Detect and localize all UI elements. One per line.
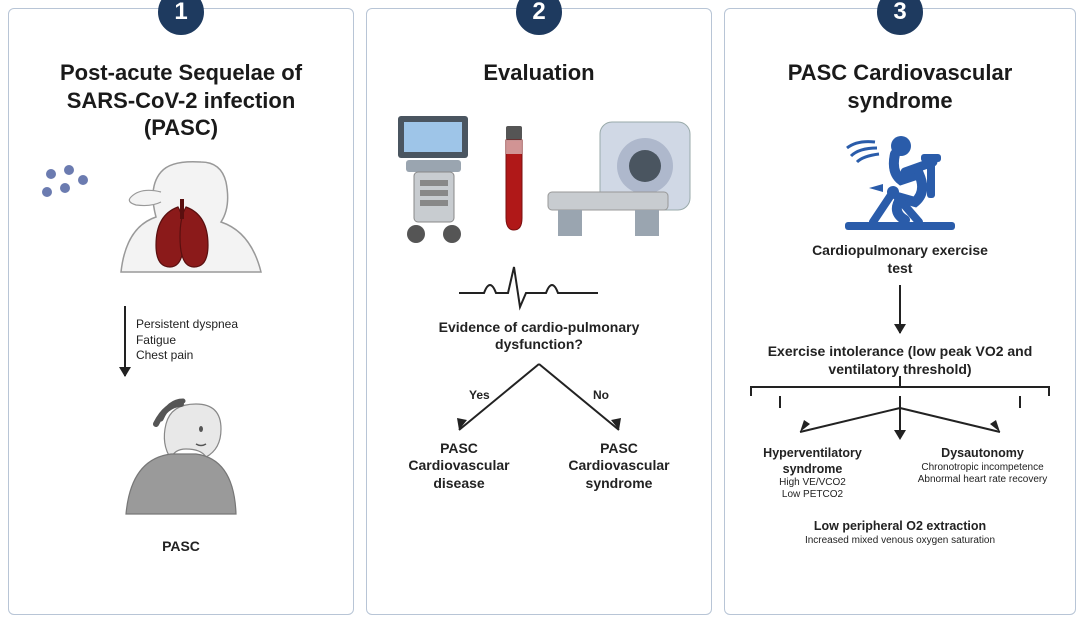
blood-tube-icon <box>494 122 534 242</box>
no-label: No <box>593 388 609 404</box>
yes-label: Yes <box>469 388 490 404</box>
panel1-title: Post-acute Sequelae of SARS-CoV-2 infect… <box>60 59 302 142</box>
branch3-title: Low peripheral O2 extraction <box>750 519 1050 535</box>
badge-2: 2 <box>516 0 562 35</box>
ultrasound-cart-icon <box>378 112 488 252</box>
arrow-down-1 <box>124 306 126 376</box>
fatigued-person-icon <box>101 384 261 534</box>
panel3-title: PASC Cardiovascular syndrome <box>788 59 1013 114</box>
branch2-title: Dysautonomy <box>900 446 1065 462</box>
coughing-torso-icon <box>91 152 271 302</box>
pasc-bottom-label: PASC <box>162 538 200 556</box>
outcome-yes: PASC Cardiovascular disease <box>399 440 519 493</box>
outcome-no: PASC Cardiovascular syndrome <box>559 440 679 493</box>
badge-1: 1 <box>158 0 204 35</box>
exercise-bike-icon <box>825 128 975 238</box>
intolerance-label: Exercise intolerance (low peak VO2 and v… <box>768 343 1033 378</box>
panel-pasc: 1 Post-acute Sequelae of SARS-CoV-2 infe… <box>8 8 354 615</box>
ecg-trace-icon <box>454 263 624 313</box>
arrow-down-cpet <box>899 285 901 333</box>
dysfunction-question: Evidence of cardio-pulmonary dysfunction… <box>439 319 640 354</box>
badge-3: 3 <box>877 0 923 35</box>
equipment-row <box>377 107 701 257</box>
branch2-sub: Chronotropic incompetence Abnormal heart… <box>900 462 1065 486</box>
ct-scanner-icon <box>540 112 700 252</box>
decision-split: Yes No <box>409 360 669 440</box>
panel-cv-syndrome: 3 PASC Cardiovascular syndrome Cardiopul… <box>724 8 1076 615</box>
virus-particles-icon <box>39 162 99 222</box>
fatigued-person-illustration <box>101 384 261 534</box>
torso-lungs-illustration <box>19 152 343 302</box>
symptoms-label: Persistent dyspnea Fatigue Chest pain <box>136 317 238 364</box>
branch1-sub: High VE/VCO2 Low PETCO2 <box>735 477 890 501</box>
panel-evaluation: 2 Evaluation <box>366 8 712 615</box>
branch1-title: Hyperventilatory syndrome <box>735 446 890 477</box>
panel2-title: Evaluation <box>483 59 594 87</box>
cpet-label: Cardiopulmonary exercise test <box>812 242 988 277</box>
three-way-split <box>750 386 1050 446</box>
exercise-bike-illustration <box>825 128 975 238</box>
branch3-sub: Increased mixed venous oxygen saturation <box>750 535 1050 547</box>
